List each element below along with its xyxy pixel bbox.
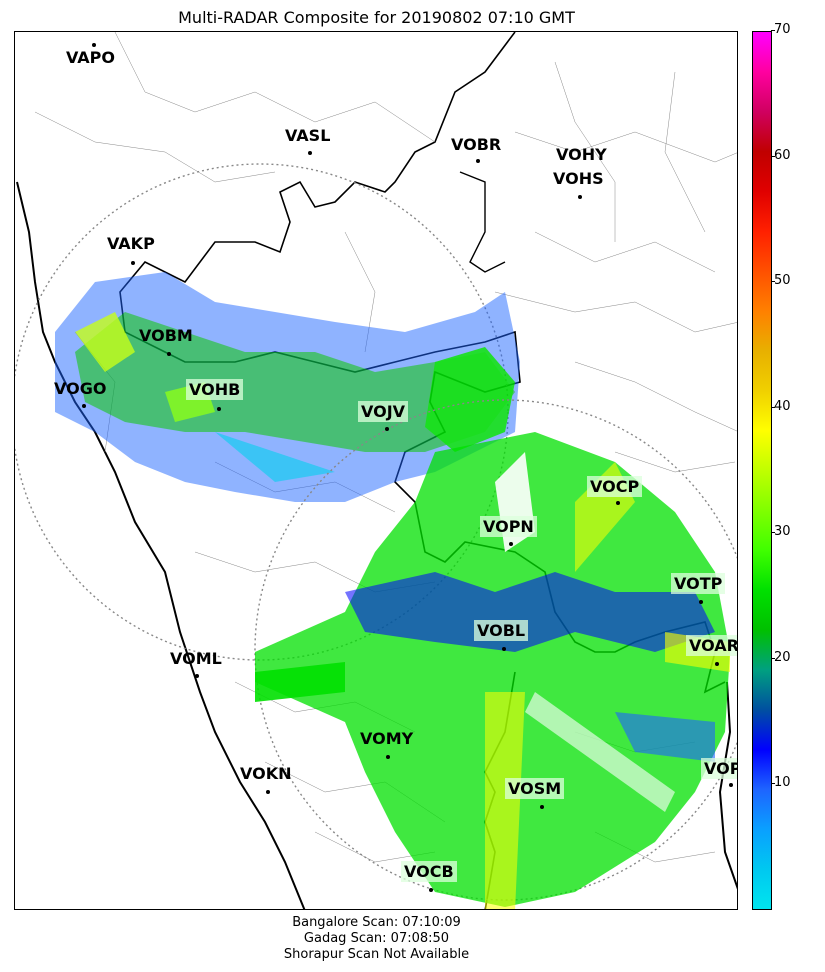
station-vocb: VOCB [401,861,457,882]
station-dot [729,783,733,787]
station-vobr: VOBR [448,135,504,154]
station-label: VOBL [474,620,529,641]
station-dot [540,805,544,809]
station-dot [715,662,719,666]
station-label: VOKN [240,764,292,783]
station-label: VOML [170,649,222,668]
bangalore-scan-time: Bangalore Scan: 07:10:09 [292,915,461,930]
station-dot [266,790,270,794]
coastline-east [718,681,737,890]
station-vojv: VOJV [358,401,409,422]
station-dot [92,43,96,47]
station-label: VOPC [701,758,737,779]
bangalore-echoes [255,432,730,909]
coastline [16,181,306,909]
station-vopc: VOPC [701,758,737,779]
station-votp: VOTP [671,573,726,594]
radar-map[interactable]: VAPO VASL VOBR VOHY VOHS VAKP VOBM VOGO … [14,31,738,910]
colorbar-tick-label: 20 [771,649,791,665]
station-label: VOHB [186,379,244,400]
station-dot [429,888,433,892]
station-dot [509,542,513,546]
state-boundary-north [459,171,506,273]
colorbar-tick-label: 10 [771,775,791,791]
station-label: VOJV [358,401,409,422]
station-dot [502,647,506,651]
station-dot [578,195,582,199]
station-vobl: VOBL [474,620,529,641]
station-dot [195,674,199,678]
station-vosm: VOSM [505,778,565,799]
station-label: VOTP [671,573,726,594]
station-label: VOCP [587,476,643,497]
station-vomy: VOMY [357,729,416,748]
map-title: Multi-RADAR Composite for 20190802 07:10… [178,8,575,27]
station-label: VASL [285,126,331,145]
station-dot [385,427,389,431]
colorbar-tick-label: 40 [771,398,791,414]
station-voar: VOAR [686,635,737,656]
station-label: VOBM [139,326,193,345]
station-dot [699,600,703,604]
station-label: VOCB [401,861,457,882]
station-vasl: VASL [282,126,333,145]
station-dot [616,501,620,505]
colorbar-tick-label: 70 [771,22,791,37]
station-label: VOSM [505,778,565,799]
station-vohy: VOHY [553,145,610,164]
station-voml: VOML [167,649,225,668]
station-dot [131,261,135,265]
radar-map-canvas [15,32,737,909]
reflectivity-colorbar [752,31,772,910]
station-dot [217,407,221,411]
bangalore-range-ring [254,399,737,901]
colorbar-tick-label: 60 [771,147,791,163]
station-dot [386,755,390,759]
station-label: VAKP [107,234,155,253]
station-dot [308,151,312,155]
station-vohb: VOHB [186,379,244,400]
station-label: VOPN [480,516,537,537]
colorbar-tick-label: 30 [771,524,791,540]
station-dot [476,159,480,163]
station-label: VOMY [360,729,414,748]
station-vapo: VAPO [63,48,118,67]
station-vogo: VOGO [51,379,109,398]
station-vocp: VOCP [587,476,643,497]
station-label: VOHS [553,169,604,188]
station-dot [167,352,171,356]
station-vokn: VOKN [237,764,295,783]
station-vopn: VOPN [480,516,537,537]
station-label: VOHY [556,145,607,164]
station-vobm: VOBM [136,326,196,345]
station-label: VOGO [54,379,107,398]
gadag-scan-time: Gadag Scan: 07:08:50 [303,931,450,946]
station-label: VOAR [686,635,737,656]
colorbar-tick-label: 50 [771,273,791,289]
shorapur-scan-status: Shorapur Scan Not Available [283,947,470,962]
station-vakp: VAKP [104,234,158,253]
station-dot [82,404,86,408]
station-vohs: VOHS [550,169,607,188]
station-label: VOBR [451,135,502,154]
station-label: VAPO [66,48,116,67]
